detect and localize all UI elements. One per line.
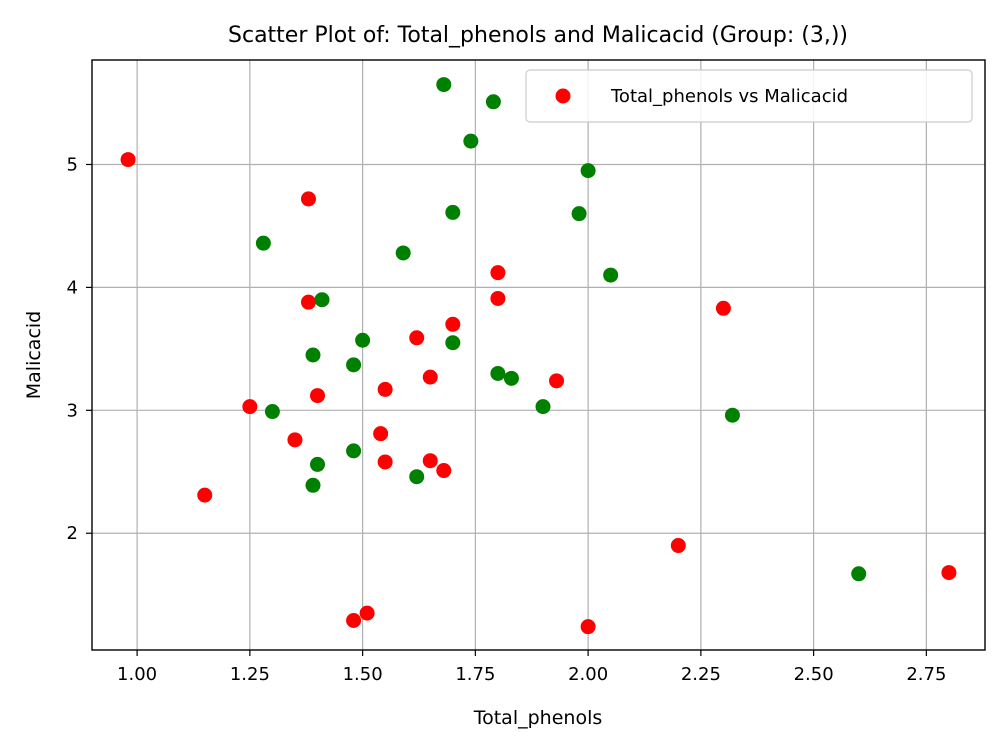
y-tick-label: 3 <box>67 400 78 421</box>
legend-box <box>525 69 973 123</box>
data-point-green <box>395 245 411 261</box>
data-point-red <box>197 487 213 503</box>
data-point-green <box>305 477 321 493</box>
data-point-red <box>490 265 506 281</box>
legend-label: Total_phenols vs Malicacid <box>610 86 848 107</box>
x-tick-label: 1.00 <box>117 664 157 685</box>
data-points <box>120 77 957 635</box>
data-point-red <box>445 316 461 332</box>
x-tick-label: 1.25 <box>230 664 270 685</box>
x-tick-label: 2.00 <box>568 664 608 685</box>
data-point-red <box>120 152 136 168</box>
legend: Total_phenols vs Malicacid <box>525 69 973 123</box>
data-point-red <box>422 369 438 385</box>
data-point-red <box>287 432 303 448</box>
data-point-green <box>535 399 551 415</box>
data-point-red <box>409 330 425 346</box>
data-point-green <box>571 206 587 222</box>
data-point-red <box>300 191 316 207</box>
y-tick-label: 4 <box>67 277 78 298</box>
data-point-red <box>359 605 375 621</box>
data-point-red <box>346 613 362 628</box>
data-point-green <box>503 370 519 386</box>
data-point-green <box>409 469 425 485</box>
data-point-green <box>310 456 326 472</box>
chart-title: Scatter Plot of: Total_phenols and Malic… <box>228 23 848 48</box>
data-point-green <box>490 365 506 381</box>
x-tick-label: 2.75 <box>906 664 946 685</box>
data-point-green <box>580 163 596 179</box>
data-point-red <box>670 538 686 554</box>
y-axis-label: Malicacid <box>23 311 45 399</box>
plot-frame <box>91 59 986 651</box>
data-point-red <box>310 388 326 404</box>
data-point-red <box>377 381 393 397</box>
data-point-red <box>490 290 506 306</box>
x-tick-label: 2.25 <box>681 664 721 685</box>
data-point-red <box>549 373 565 389</box>
x-tick-label: 1.75 <box>455 664 495 685</box>
data-point-green <box>346 443 362 459</box>
data-point-green <box>436 77 452 93</box>
y-tick-label: 2 <box>67 523 78 544</box>
data-point-red <box>300 294 316 310</box>
data-point-green <box>851 566 867 582</box>
data-point-green <box>445 204 461 220</box>
data-point-green <box>255 235 271 251</box>
data-point-green <box>264 404 280 420</box>
data-point-green <box>355 332 371 348</box>
data-point-green <box>305 347 321 363</box>
data-point-red <box>941 565 957 581</box>
x-tick-label: 2.50 <box>794 664 834 685</box>
data-point-green <box>314 292 330 308</box>
data-point-green <box>485 94 501 110</box>
y-tick-label: 5 <box>67 154 78 175</box>
data-point-green <box>724 407 740 423</box>
data-point-green <box>463 133 479 149</box>
data-point-red <box>377 454 393 470</box>
x-axis-label: Total_phenols <box>473 707 603 729</box>
data-point-red <box>436 463 452 479</box>
grid <box>92 60 985 650</box>
data-point-red <box>715 300 731 316</box>
x-axis-ticks: 1.00 1.25 1.50 1.75 2.00 2.25 2.50 2.75 <box>117 650 946 685</box>
data-point-green <box>346 357 362 373</box>
data-point-green <box>603 267 619 283</box>
data-point-red <box>580 619 596 635</box>
legend-marker <box>555 88 571 104</box>
y-axis-ticks: 2 3 4 5 <box>67 154 92 544</box>
data-point-red <box>373 426 389 442</box>
data-point-red <box>242 399 258 415</box>
x-tick-label: 1.50 <box>343 664 383 685</box>
data-point-green <box>445 335 461 351</box>
data-point-red <box>422 453 438 469</box>
